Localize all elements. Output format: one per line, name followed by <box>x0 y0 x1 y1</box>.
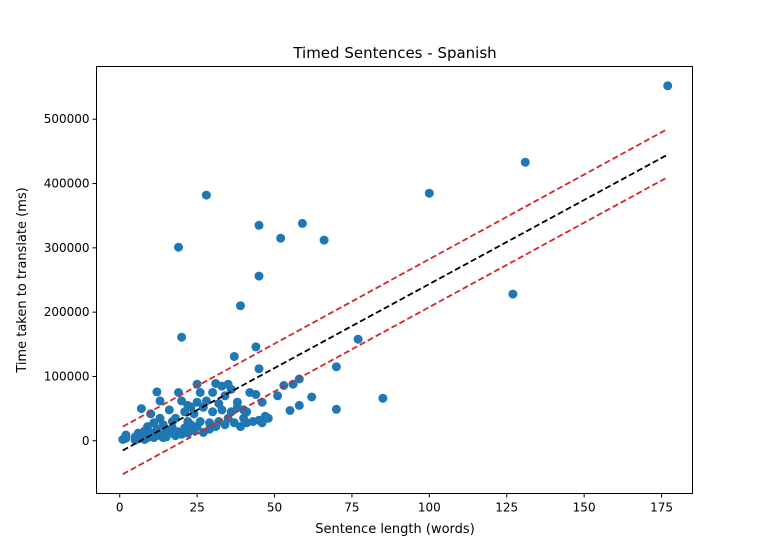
y-tick-label: 100000 <box>44 369 90 383</box>
y-tick-label: 500000 <box>44 112 90 126</box>
data-point <box>254 271 264 281</box>
data-point <box>192 397 202 407</box>
x-tick-label: 50 <box>267 501 282 515</box>
data-point <box>208 407 218 417</box>
data-point <box>273 391 283 401</box>
data-point <box>121 430 131 440</box>
data-point <box>155 396 165 406</box>
data-point <box>236 301 245 311</box>
chart-title: Timed Sentences - Spanish <box>292 44 496 62</box>
data-point <box>164 405 174 415</box>
y-tick-label: 400000 <box>44 177 90 191</box>
data-point <box>226 384 236 394</box>
axis-layer: 0 25 50 75 100 125 150 175 0 100000 200000 300000 40… <box>44 112 673 514</box>
data-point <box>285 406 295 415</box>
data-point <box>353 334 363 344</box>
data-point <box>319 235 329 245</box>
x-tick-label: 150 <box>573 501 596 515</box>
y-tick-label: 300000 <box>44 241 90 255</box>
data-point <box>254 364 264 374</box>
y-tick-label: 0 <box>82 434 90 448</box>
data-point <box>254 220 264 230</box>
data-point <box>378 393 388 403</box>
x-tick-label: 25 <box>189 501 204 515</box>
data-point <box>263 413 273 423</box>
data-point <box>307 392 317 402</box>
data-point <box>195 388 205 397</box>
x-tick-label: 0 <box>116 501 124 515</box>
data-point <box>508 289 518 299</box>
data-point <box>217 405 227 415</box>
x-tick-label: 125 <box>495 501 518 515</box>
data-point <box>251 342 261 352</box>
plot-layer <box>118 81 673 475</box>
data-point <box>226 407 236 417</box>
data-point <box>424 188 434 198</box>
data-point <box>331 362 341 372</box>
data-point <box>297 218 307 228</box>
data-point <box>229 352 239 361</box>
fit-line <box>122 153 669 452</box>
data-point <box>146 409 156 419</box>
data-point <box>208 388 218 397</box>
data-point <box>171 413 180 423</box>
data-point <box>152 387 162 397</box>
data-point <box>294 400 304 410</box>
data-point <box>177 332 187 342</box>
data-point <box>195 417 205 426</box>
data-point <box>201 190 211 200</box>
data-point <box>242 407 252 417</box>
data-point <box>663 81 673 91</box>
data-point <box>331 404 341 414</box>
x-tick-label: 175 <box>650 501 673 515</box>
lower-bound-line <box>122 176 669 475</box>
data-point <box>201 396 211 406</box>
data-point <box>177 396 187 406</box>
x-tick-label: 100 <box>418 501 441 515</box>
data-point <box>174 242 183 252</box>
y-tick-label: 200000 <box>44 305 90 319</box>
data-point <box>276 233 286 243</box>
data-point <box>136 404 146 414</box>
data-point <box>520 157 530 167</box>
upper-bound-line <box>122 128 669 428</box>
plot-frame <box>96 66 693 494</box>
y-axis-label: Time taken to translate (ms) <box>15 187 30 373</box>
data-point <box>251 390 261 399</box>
x-tick-label: 75 <box>344 501 359 515</box>
x-axis-label: Sentence length (words) <box>315 522 475 537</box>
